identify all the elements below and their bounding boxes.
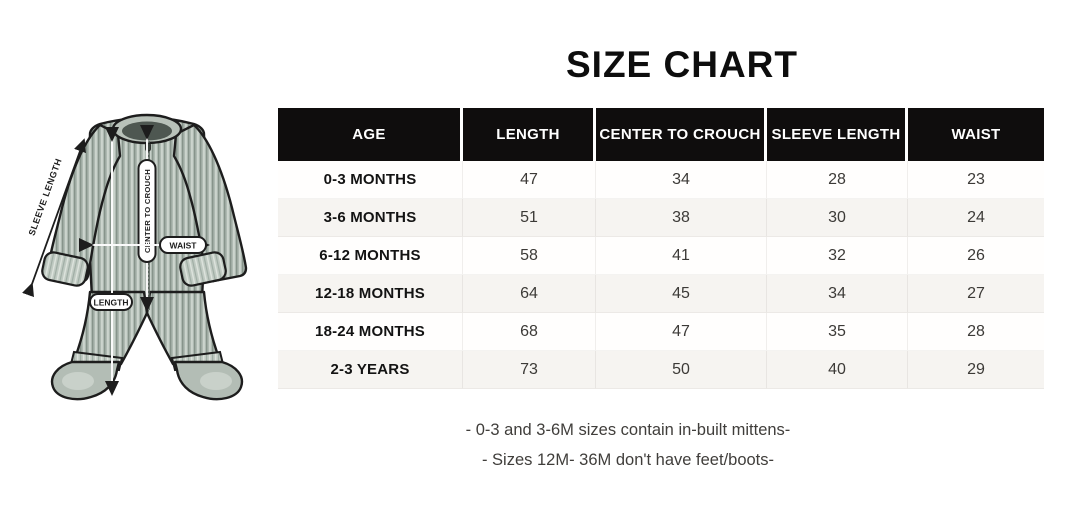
header-cell-waist: WAIST — [908, 108, 1044, 161]
waist-cell: 28 — [908, 313, 1044, 351]
header-cell-length: LENGTH — [463, 108, 596, 161]
waist-cell: 24 — [908, 199, 1044, 237]
center-to-crouch-label: CENTER TO CROUCH — [143, 169, 152, 253]
header-cell-center-to-crouch: CENTER TO CROUCH — [596, 108, 767, 161]
age-cell: 6-12 MONTHS — [278, 237, 463, 275]
header-cell-age: AGE — [278, 108, 463, 161]
baby-sleepsuit-drawing: SLEEVE LENGTH LENGTH CENTER TO CROUCH WA… — [22, 113, 248, 401]
note-feet: - Sizes 12M- 36M don't have feet/boots- — [481, 451, 775, 469]
waist-cell: 27 — [908, 275, 1044, 313]
length-cell: 51 — [463, 199, 596, 237]
header-cell-sleeve-length: SLEEVE LENGTH — [767, 108, 908, 161]
garment-illustration: SLEEVE LENGTH LENGTH CENTER TO CROUCH WA… — [8, 96, 260, 418]
footer-notes: - 0-3 and 3-6M sizes contain in-built mi… — [128, 421, 1090, 481]
length-cell: 47 — [463, 161, 596, 199]
table-row: 18-24 MONTHS 68 47 35 28 — [278, 313, 1044, 351]
sleeve-length-cell: 30 — [767, 199, 908, 237]
sleeve-length-cell: 40 — [767, 351, 908, 389]
table-header-row: AGE LENGTH CENTER TO CROUCH SLEEVE LENGT… — [278, 108, 1044, 161]
table-row: 3-6 MONTHS 51 38 30 24 — [278, 199, 1044, 237]
age-cell: 3-6 MONTHS — [278, 199, 463, 237]
age-cell: 18-24 MONTHS — [278, 313, 463, 351]
size-table: AGE LENGTH CENTER TO CROUCH SLEEVE LENGT… — [278, 108, 1044, 389]
table-row: 2-3 YEARS 73 50 40 29 — [278, 351, 1044, 389]
center-to-crouch-cell: 47 — [596, 313, 767, 351]
center-to-crouch-cell: 45 — [596, 275, 767, 313]
note-mittens: - 0-3 and 3-6M sizes contain in-built mi… — [465, 421, 791, 439]
center-to-crouch-cell: 38 — [596, 199, 767, 237]
sleeve-length-cell: 35 — [767, 313, 908, 351]
table-row: 12-18 MONTHS 64 45 34 27 — [278, 275, 1044, 313]
center-to-crouch-cell: 41 — [596, 237, 767, 275]
age-cell: 2-3 YEARS — [278, 351, 463, 389]
age-cell: 0-3 MONTHS — [278, 161, 463, 199]
center-to-crouch-cell: 34 — [596, 161, 767, 199]
age-cell: 12-18 MONTHS — [278, 275, 463, 313]
table-row: 0-3 MONTHS 47 34 28 23 — [278, 161, 1044, 199]
waist-cell: 26 — [908, 237, 1044, 275]
page-title: SIZE CHART — [566, 44, 798, 85]
sleeve-length-cell: 28 — [767, 161, 908, 199]
waist-label: WAIST — [170, 241, 198, 251]
table-row: 6-12 MONTHS 58 41 32 26 — [278, 237, 1044, 275]
waist-cell: 29 — [908, 351, 1044, 389]
length-label: LENGTH — [94, 298, 129, 308]
sleeve-length-arrow — [22, 138, 86, 298]
length-cell: 73 — [463, 351, 596, 389]
waist-cell: 23 — [908, 161, 1044, 199]
length-cell: 68 — [463, 313, 596, 351]
sleeve-length-cell: 32 — [767, 237, 908, 275]
sleeve-length-cell: 34 — [767, 275, 908, 313]
length-cell: 58 — [463, 237, 596, 275]
center-to-crouch-cell: 50 — [596, 351, 767, 389]
length-cell: 64 — [463, 275, 596, 313]
